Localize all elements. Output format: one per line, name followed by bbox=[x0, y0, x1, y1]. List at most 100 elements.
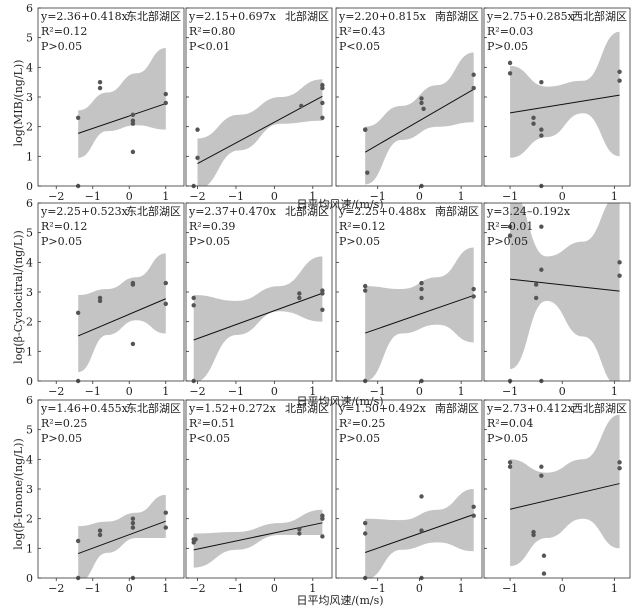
region-label: 北部湖区 bbox=[285, 9, 329, 23]
regression-line bbox=[509, 483, 620, 510]
data-point bbox=[539, 267, 544, 272]
data-point bbox=[130, 282, 136, 287]
panel-0-1: −2 −1 0 1 y=2.15+0.697x R²=0.80 P<0.01 北部湖区 bbox=[185, 7, 333, 203]
data-point bbox=[191, 295, 196, 301]
data-point bbox=[617, 260, 622, 265]
regression-line bbox=[509, 94, 620, 114]
x-tick-label: 0 bbox=[271, 385, 278, 398]
data-point bbox=[75, 538, 81, 544]
data-point bbox=[531, 115, 536, 120]
data-point bbox=[130, 341, 136, 347]
data-point bbox=[130, 149, 136, 155]
data-point bbox=[531, 121, 536, 126]
row-0-ylabel: log(MIB/(ng/L)) bbox=[12, 60, 25, 147]
x-tick-label: 0 bbox=[271, 582, 278, 595]
data-point bbox=[130, 525, 136, 530]
x-tick-label: 0 bbox=[559, 190, 566, 203]
p-value-label: P>0.05 bbox=[487, 432, 528, 445]
x-tick-label: −1 bbox=[85, 582, 101, 595]
confidence-band bbox=[510, 414, 620, 567]
x-tick-label: −2 bbox=[189, 582, 205, 595]
r-squared-label: R²=0.12 bbox=[339, 220, 385, 233]
data-point bbox=[507, 60, 513, 66]
x-tick-label: 0 bbox=[126, 582, 133, 595]
region-label: 北部湖区 bbox=[285, 401, 329, 415]
p-value-label: P>0.05 bbox=[41, 235, 82, 248]
x-tick-label: 0 bbox=[559, 582, 566, 595]
region-label: 西北部湖区 bbox=[572, 401, 627, 415]
data-point bbox=[320, 115, 325, 120]
data-point bbox=[507, 464, 513, 469]
panel-1-3: −1 0 1 y=3.24–0.192x R²=0.01 P>0.05 bbox=[483, 202, 631, 398]
y-tick-label: 5 bbox=[26, 424, 33, 437]
x-tick-label: 0 bbox=[126, 190, 133, 203]
x-tick-label: 1 bbox=[162, 582, 169, 595]
data-point bbox=[419, 528, 424, 533]
x-tick-label: −1 bbox=[370, 582, 386, 595]
regression-equation: y=2.20+0.815x bbox=[338, 10, 427, 23]
data-point bbox=[507, 233, 513, 238]
data-point bbox=[533, 282, 539, 287]
p-value-label: P>0.05 bbox=[339, 235, 380, 248]
data-point bbox=[419, 96, 424, 101]
x-tick-label: 1 bbox=[458, 190, 465, 203]
p-value-label: P>0.05 bbox=[487, 40, 528, 53]
x-tick-label: −1 bbox=[228, 385, 244, 398]
x-tick-label: 1 bbox=[611, 190, 618, 203]
x-tick-label: −1 bbox=[502, 582, 518, 595]
data-point bbox=[297, 531, 302, 536]
regression-line bbox=[364, 88, 474, 153]
data-point bbox=[617, 78, 622, 83]
data-point bbox=[97, 85, 103, 91]
x-tick-label: −1 bbox=[85, 385, 101, 398]
data-point bbox=[419, 100, 424, 106]
panel-2-2: −1 0 1 y=1.50+0.492x R²=0.25 P>0.05 南部湖区 bbox=[335, 399, 483, 595]
data-point bbox=[539, 473, 544, 478]
x-tick-label: 1 bbox=[309, 385, 316, 398]
x-tick-label: 0 bbox=[416, 385, 423, 398]
y-tick-label: 0 bbox=[26, 572, 33, 585]
data-point bbox=[365, 170, 370, 175]
data-point bbox=[163, 301, 168, 307]
y-tick-label: 3 bbox=[26, 483, 33, 496]
x-tick-label: 1 bbox=[162, 190, 169, 203]
row-1-ylabel: log(β-Cyclocitral/(ng/L)) bbox=[12, 230, 25, 364]
data-point bbox=[471, 513, 476, 518]
data-point bbox=[363, 531, 368, 536]
r-squared-label: R²=0.43 bbox=[339, 25, 385, 38]
y-tick-label: 5 bbox=[26, 32, 33, 45]
row-1-xlabel: 日平均风速/(m/s) bbox=[296, 395, 383, 408]
data-point bbox=[299, 103, 304, 109]
data-point bbox=[297, 291, 302, 296]
confidence-band bbox=[365, 52, 474, 185]
regression-line bbox=[77, 103, 166, 134]
r-squared-label: R²=0.12 bbox=[41, 25, 87, 38]
y-tick-label: 4 bbox=[26, 453, 33, 466]
r-squared-label: R²=0.80 bbox=[189, 25, 235, 38]
data-point bbox=[195, 155, 200, 161]
x-tick-label: −2 bbox=[48, 385, 64, 398]
data-point bbox=[419, 280, 424, 286]
x-tick-label: 0 bbox=[416, 190, 423, 203]
confidence-band bbox=[78, 253, 166, 373]
data-point bbox=[533, 295, 539, 301]
data-point bbox=[471, 85, 476, 91]
data-point bbox=[320, 534, 325, 539]
regression-equation: y=2.25+0.523x bbox=[40, 205, 129, 218]
p-value-label: P>0.05 bbox=[339, 432, 380, 445]
confidence-band bbox=[193, 256, 323, 381]
data-point bbox=[130, 520, 136, 526]
x-tick-label: −1 bbox=[370, 190, 386, 203]
y-tick-label: 4 bbox=[26, 61, 33, 74]
data-point bbox=[320, 85, 325, 91]
data-point bbox=[471, 286, 476, 292]
data-point bbox=[471, 504, 476, 509]
y-tick-label: 0 bbox=[26, 180, 33, 193]
x-tick-label: −1 bbox=[228, 190, 244, 203]
data-point bbox=[97, 528, 103, 533]
panel-0-3: −1 0 1 y=2.75+0.285x R²=0.03 P>0.05 西北部湖区 bbox=[483, 7, 631, 203]
confidence-band bbox=[78, 48, 166, 158]
data-point bbox=[297, 526, 302, 532]
data-point bbox=[617, 273, 622, 278]
x-tick-label: 0 bbox=[416, 582, 423, 595]
